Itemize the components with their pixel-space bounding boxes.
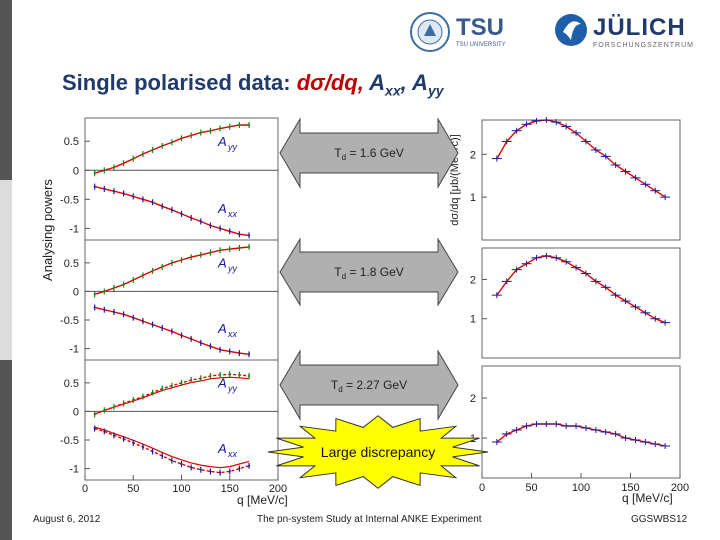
- ap-y-tick-label: -0.5: [60, 194, 79, 206]
- discrepancy-label: Large discrepancy: [321, 444, 435, 460]
- ap-y-axis-title: Analysing powers: [40, 179, 55, 281]
- ap-label-ayy: A: [217, 134, 227, 149]
- footer-conference: GGSWBS12: [631, 514, 688, 525]
- title-dsigma: dσ/dq,: [296, 70, 370, 95]
- ap-label-ayy: A: [217, 375, 227, 390]
- xs-y-tick-label: 2: [470, 149, 476, 161]
- left-bar-accent-bottom: [0, 360, 12, 540]
- title-axx: Axx: [369, 70, 401, 99]
- left-bar-accent-top: [0, 0, 12, 180]
- ap-curve-ayy: [94, 124, 249, 174]
- tsu-seal-icon: [410, 12, 450, 52]
- ap-y-tick-label: 0: [73, 406, 79, 418]
- energy-label: Td = 1.6 GeV: [334, 146, 404, 162]
- xs-curve: [496, 423, 666, 447]
- julich-logo: JÜLICH FORSCHUNGSZENTRUM: [553, 10, 713, 54]
- xs-panel-frame: [481, 247, 681, 359]
- xs-curve: [496, 119, 666, 198]
- xs-x-tick-label: 200: [671, 482, 689, 494]
- ap-y-tick-label: -1: [69, 464, 79, 476]
- ap-label-ayy-sub: yy: [227, 142, 238, 152]
- title-plain: Single polarised data:: [62, 70, 297, 95]
- xs-y-tick-label: 2: [470, 393, 476, 405]
- ap-label-axx-sub: xx: [227, 329, 238, 339]
- discrepancy-starburst: [267, 415, 489, 489]
- xs-panel-frame: [481, 365, 681, 479]
- ap-label-ayy: A: [217, 255, 227, 270]
- ap-y-tick-label: 0.5: [64, 258, 79, 270]
- xs-curve: [496, 255, 666, 324]
- ap-y-tick-label: 0: [73, 286, 79, 298]
- energy-label: Td = 1.8 GeV: [334, 265, 404, 281]
- title-comma: ,: [400, 70, 413, 95]
- ap-x-tick-label: 150: [221, 483, 239, 495]
- energy-double-arrow: [279, 117, 459, 189]
- ap-label-ayy-sub: yy: [227, 383, 238, 393]
- title-ayy: Ayy: [412, 70, 444, 99]
- julich-logo-subtext: FORSCHUNGSZENTRUM: [593, 42, 694, 49]
- ap-y-tick-label: 0.5: [64, 378, 79, 390]
- ap-curve-axx: [94, 427, 250, 474]
- left-decoration-bar: [0, 0, 12, 540]
- footer-title: The pn-system Study at Internal ANKE Exp…: [257, 514, 482, 525]
- tsu-logo: TSU TSU UNIVERSITY: [408, 10, 548, 54]
- ap-curve-solid-axx: [94, 426, 250, 469]
- xs-x-tick-label: 0: [479, 482, 485, 494]
- xs-panel-frame: [481, 119, 681, 241]
- tsu-logo-text: TSU: [456, 14, 504, 41]
- xs-y-tick-label: 2: [470, 274, 476, 286]
- ap-label-axx: A: [217, 201, 227, 216]
- ap-label-axx: A: [217, 441, 227, 456]
- ap-curve-ayy: [94, 246, 250, 295]
- ap-y-tick-label: 0: [73, 165, 79, 177]
- ap-label-axx-sub: xx: [227, 209, 238, 219]
- xs-x-tick-label: 100: [572, 482, 590, 494]
- energy-label: Td = 2.27 GeV: [331, 378, 407, 394]
- ap-x-tick-label: 50: [127, 483, 139, 495]
- energy-double-arrow: [279, 349, 459, 421]
- energy-double-arrow: [279, 237, 459, 307]
- xs-x-tick-label: 150: [621, 482, 639, 494]
- xs-y-tick-label: 1: [470, 192, 476, 204]
- xs-y-tick-label: 1: [470, 314, 476, 326]
- ap-y-tick-label: -0.5: [60, 435, 79, 447]
- xs-x-tick-label: 50: [525, 482, 537, 494]
- ap-y-tick-label: -0.5: [60, 315, 79, 327]
- julich-emblem-icon: [555, 14, 587, 46]
- slide-title: Single polarised data: dσ/dq, Axx, Ayy: [62, 70, 444, 98]
- ap-x-tick-label: 100: [172, 483, 190, 495]
- ap-y-tick-label: -1: [69, 223, 79, 235]
- footer-date: August 6, 2012: [33, 514, 101, 525]
- ap-x-tick-label: 0: [82, 483, 88, 495]
- ap-y-tick-label: 0.5: [64, 136, 79, 148]
- ap-x-tick-label: 200: [269, 483, 287, 495]
- ap-y-tick-label: -1: [69, 344, 79, 356]
- tsu-logo-subtext: TSU UNIVERSITY: [456, 42, 506, 48]
- ap-label-axx-sub: xx: [227, 449, 238, 459]
- julich-logo-text: JÜLICH: [593, 14, 686, 41]
- ap-label-ayy-sub: yy: [227, 263, 238, 273]
- xs-x-axis-title: q [MeV/c]: [622, 491, 673, 505]
- ap-label-axx: A: [217, 321, 227, 336]
- ap-x-axis-title: q [MeV/c]: [237, 493, 288, 507]
